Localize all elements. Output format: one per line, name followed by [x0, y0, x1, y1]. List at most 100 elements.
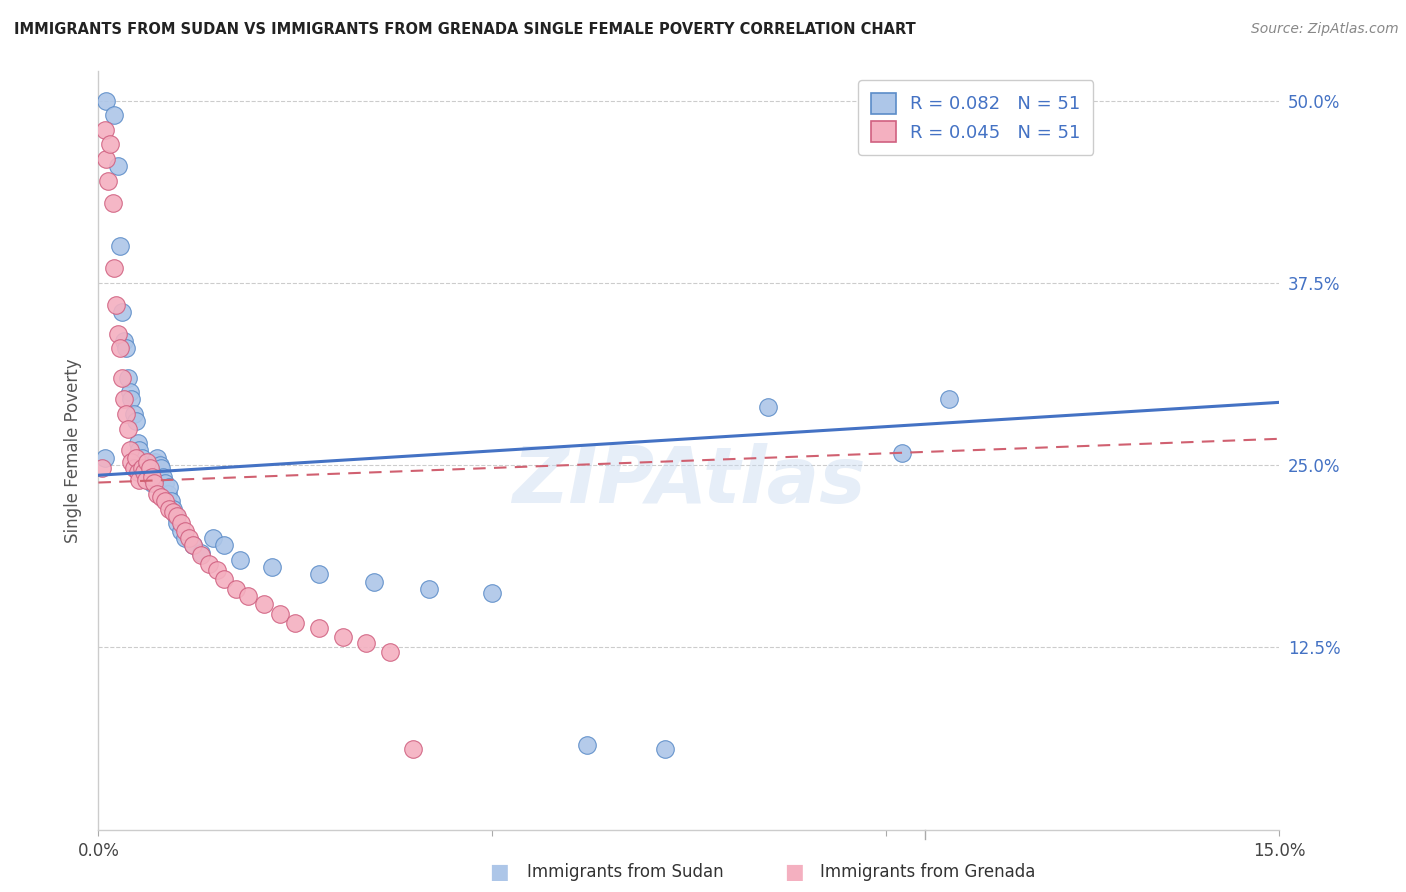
Point	[125, 414, 148, 428]
Point	[125, 450, 148, 465]
Point	[97, 174, 120, 188]
Point	[166, 509, 188, 524]
Point	[575, 738, 598, 752]
Point	[110, 342, 132, 356]
Point	[205, 563, 228, 577]
Point	[128, 473, 150, 487]
Point	[132, 458, 155, 472]
Point	[308, 567, 330, 582]
Point	[308, 621, 330, 635]
Point	[136, 455, 159, 469]
Point	[402, 742, 425, 756]
Point	[115, 342, 138, 356]
Point	[150, 490, 173, 504]
Point	[170, 524, 193, 538]
Text: ZIPAtlas: ZIPAtlas	[512, 442, 866, 519]
Point	[155, 475, 177, 490]
Point	[136, 466, 159, 480]
Point	[170, 516, 193, 531]
Point	[107, 159, 129, 173]
Y-axis label: Single Female Poverty: Single Female Poverty	[65, 359, 83, 542]
Point	[214, 538, 236, 552]
Text: ■: ■	[785, 863, 804, 882]
Point	[162, 501, 184, 516]
Point	[142, 475, 165, 490]
Point	[112, 334, 135, 348]
Point	[93, 450, 115, 465]
Point	[118, 385, 141, 400]
Point	[332, 630, 354, 644]
Point	[146, 487, 169, 501]
Point	[890, 446, 912, 460]
Text: IMMIGRANTS FROM SUDAN VS IMMIGRANTS FROM GRENADA SINGLE FEMALE POVERTY CORRELATI: IMMIGRANTS FROM SUDAN VS IMMIGRANTS FROM…	[14, 22, 915, 37]
Point	[122, 407, 145, 421]
Point	[229, 553, 252, 567]
Point	[138, 461, 160, 475]
Point	[135, 461, 157, 475]
Text: ■: ■	[489, 863, 509, 882]
Point	[155, 494, 177, 508]
Point	[149, 458, 172, 472]
Point	[181, 538, 204, 552]
Point	[260, 560, 283, 574]
Point	[269, 607, 291, 621]
Legend: R = 0.082   N = 51, R = 0.045   N = 51: R = 0.082 N = 51, R = 0.045 N = 51	[858, 80, 1094, 154]
Text: Immigrants from Grenada: Immigrants from Grenada	[820, 863, 1035, 881]
Point	[418, 582, 440, 596]
Point	[104, 298, 127, 312]
Point	[201, 531, 224, 545]
Point	[138, 469, 160, 483]
Point	[143, 455, 166, 469]
Point	[132, 466, 155, 480]
Point	[118, 443, 141, 458]
Point	[117, 370, 139, 384]
Point	[96, 152, 118, 166]
Point	[93, 122, 115, 136]
Point	[127, 436, 149, 450]
Text: Source: ZipAtlas.com: Source: ZipAtlas.com	[1251, 22, 1399, 37]
Point	[131, 450, 153, 465]
Point	[938, 392, 960, 407]
Point	[115, 407, 138, 421]
Point	[107, 326, 129, 341]
Point	[174, 531, 197, 545]
Point	[284, 615, 307, 630]
Point	[363, 574, 385, 589]
Point	[117, 421, 139, 435]
Point	[150, 461, 173, 475]
Point	[121, 455, 143, 469]
Point	[112, 392, 135, 407]
Point	[157, 501, 180, 516]
Point	[111, 370, 134, 384]
Point	[354, 636, 377, 650]
Point	[236, 589, 259, 603]
Point	[654, 742, 676, 756]
Point	[91, 461, 114, 475]
Point	[378, 645, 401, 659]
Point	[103, 108, 125, 122]
Point	[128, 443, 150, 458]
Point	[121, 392, 143, 407]
Point	[165, 509, 187, 524]
Point	[177, 531, 200, 545]
Point	[146, 450, 169, 465]
Point	[214, 572, 236, 586]
Text: Immigrants from Sudan: Immigrants from Sudan	[527, 863, 724, 881]
Point	[111, 305, 134, 319]
Point	[141, 469, 163, 483]
Point	[131, 461, 153, 475]
Point	[190, 549, 212, 563]
Point	[157, 480, 180, 494]
Point	[481, 586, 503, 600]
Point	[122, 461, 145, 475]
Point	[101, 195, 124, 210]
Point	[110, 239, 132, 253]
Point	[190, 545, 212, 559]
Point	[98, 137, 121, 152]
Point	[197, 557, 219, 572]
Point	[152, 469, 174, 483]
Point	[160, 494, 183, 508]
Point	[253, 597, 276, 611]
Point	[142, 461, 165, 475]
Point	[225, 582, 247, 596]
